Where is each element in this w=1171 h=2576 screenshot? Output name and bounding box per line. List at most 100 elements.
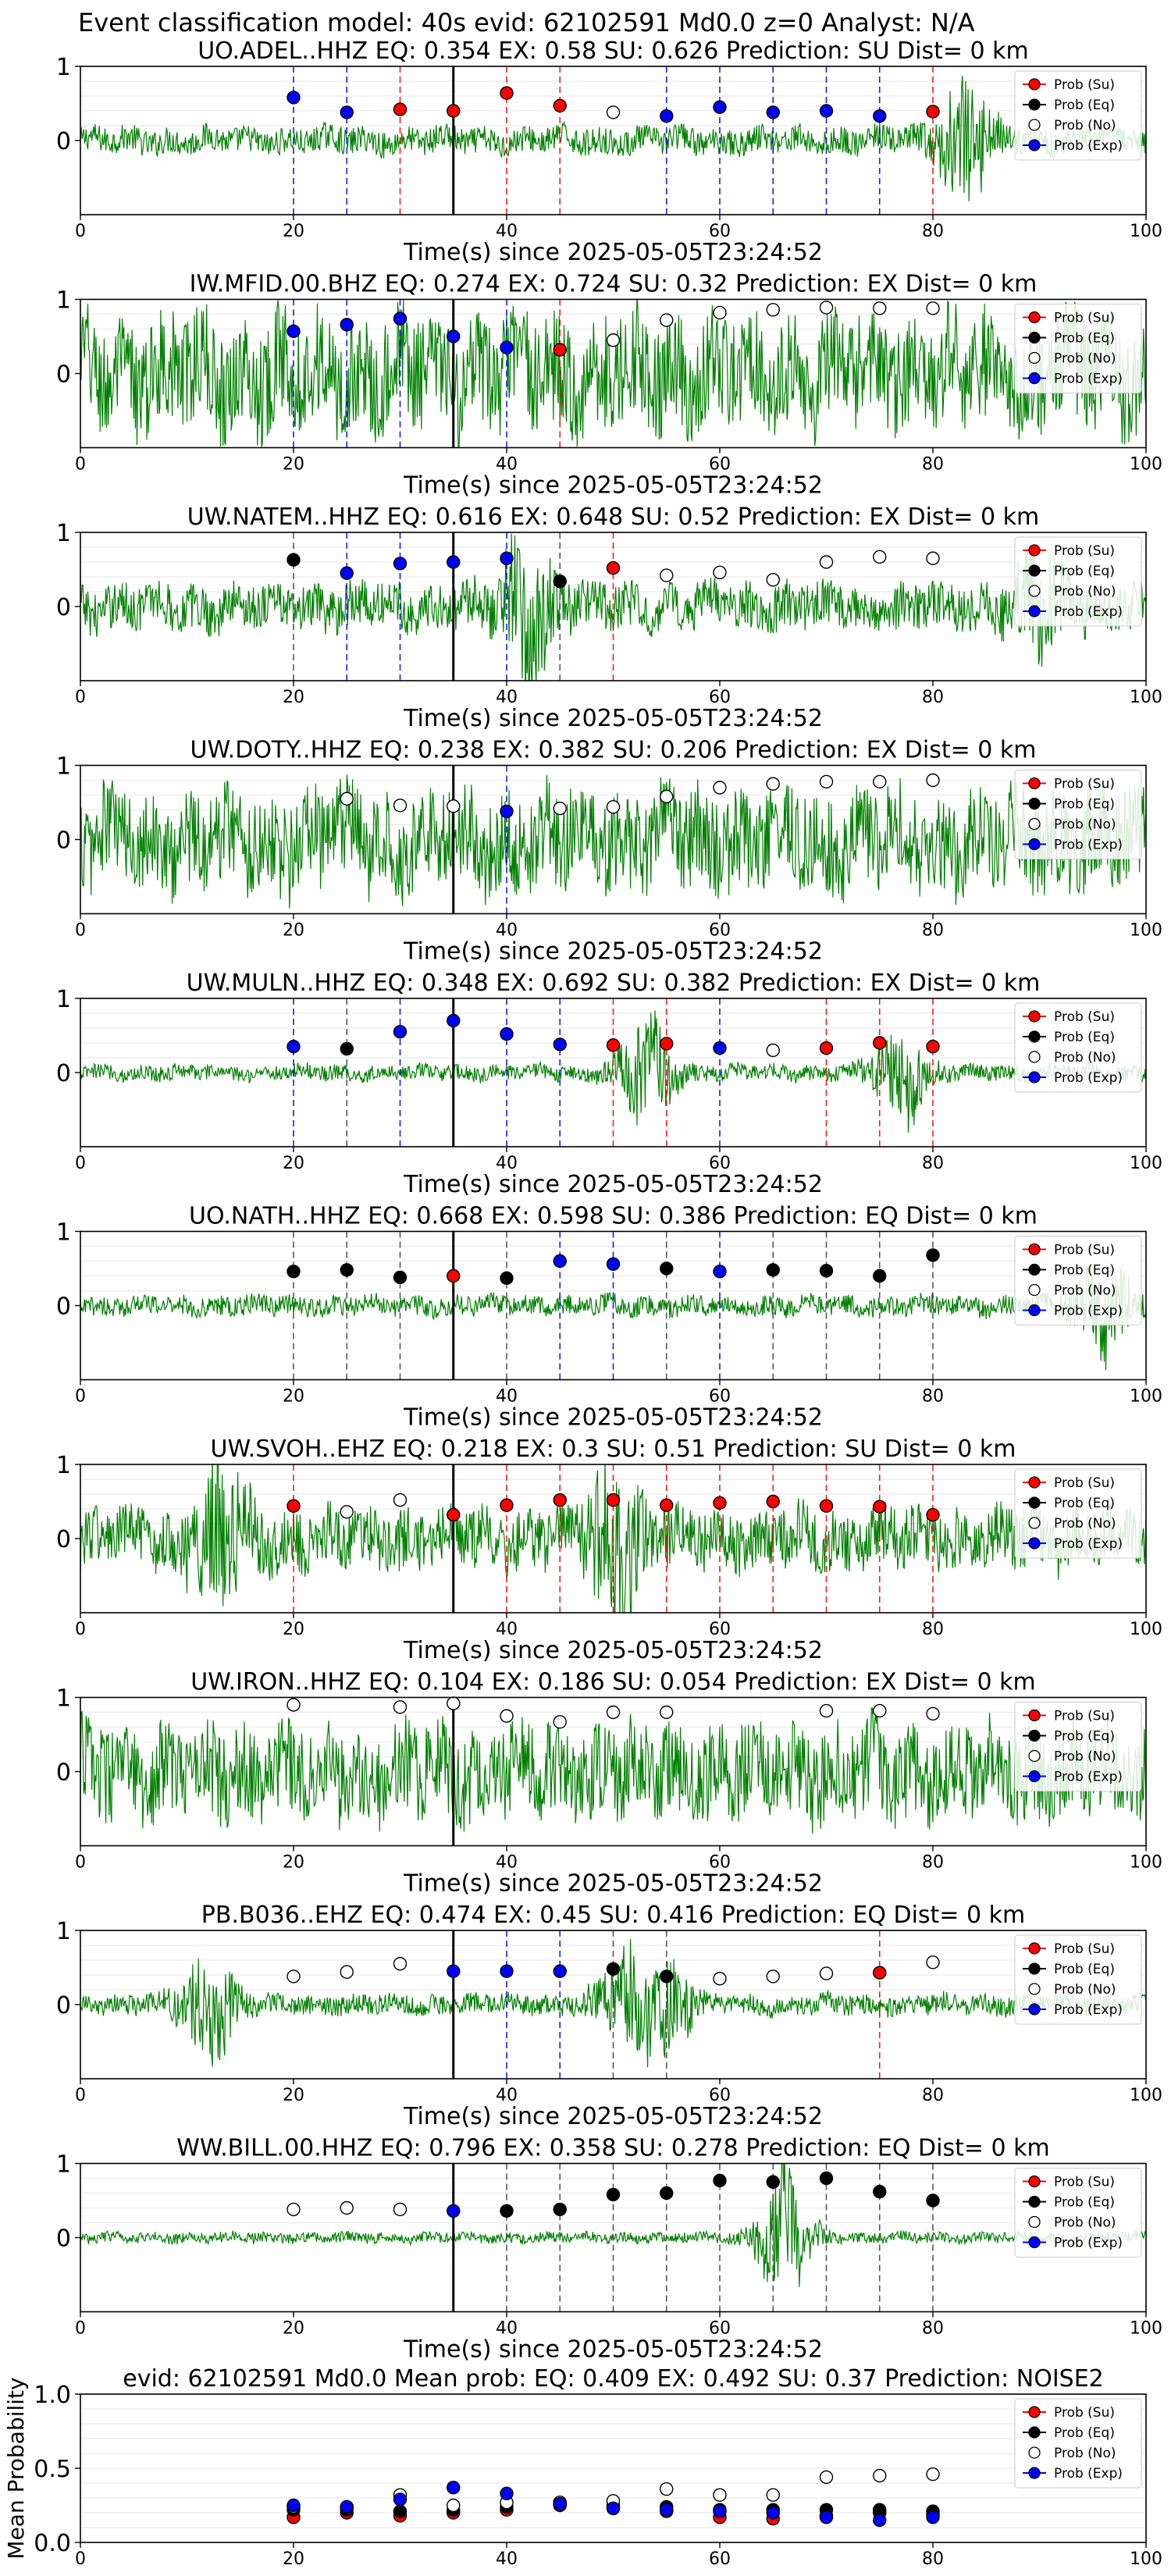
prob-point-eq xyxy=(500,2204,514,2218)
legend-marker-exp xyxy=(1028,2467,1041,2479)
mean-point-no xyxy=(660,2482,674,2496)
prob-point-no xyxy=(606,1705,621,1720)
prob-point-exp xyxy=(287,91,301,105)
mean-point-eq xyxy=(393,2504,408,2518)
legend-marker-su xyxy=(1028,2406,1041,2418)
prob-point-exp xyxy=(447,555,461,569)
y-tick-label: 1 xyxy=(56,520,71,547)
prob-point-no xyxy=(606,333,621,347)
prob-point-no xyxy=(926,551,940,565)
prob-point-no xyxy=(447,799,461,813)
prob-point-eq xyxy=(553,575,567,589)
x-tick-label: 0 xyxy=(75,921,86,941)
x-tick-label: 20 xyxy=(283,455,304,475)
prob-point-exp xyxy=(553,1037,567,1051)
prob-point-no xyxy=(873,550,887,564)
prob-point-exp xyxy=(766,105,780,119)
panel-2: UW.NATEM..HHZ EQ: 0.616 EX: 0.648 SU: 0.… xyxy=(56,503,1162,732)
x-tick-label: 80 xyxy=(922,455,944,475)
legend-label: Prob (Eq) xyxy=(1054,1729,1115,1745)
x-tick-label: 60 xyxy=(709,921,731,941)
x-tick-label: 80 xyxy=(922,222,944,241)
prob-point-exp xyxy=(606,1257,621,1272)
x-tick-label: 20 xyxy=(283,2549,304,2569)
prob-point-no xyxy=(713,565,727,579)
legend-marker-eq xyxy=(1028,1030,1041,1043)
prob-point-no xyxy=(819,1966,834,1980)
prob-point-su xyxy=(926,1040,940,1054)
legend-box xyxy=(1014,1934,1142,2025)
legend-marker-su xyxy=(1028,2175,1041,2188)
legend-label: Prob (Eq) xyxy=(1054,2425,1115,2441)
prob-point-no xyxy=(553,801,567,816)
legend: Prob (Su) Prob (Eq) Prob (No) Prob (Exp) xyxy=(1014,2398,1142,2489)
prob-point-no xyxy=(819,1703,834,1718)
x-tick-label: 20 xyxy=(283,921,304,941)
x-tick-label: 60 xyxy=(709,2319,731,2339)
legend-label: Prob (Su) xyxy=(1054,1243,1115,1258)
x-axis-label: Time(s) since 2025-05-05T23:24:52 xyxy=(403,2336,823,2364)
legend-marker-su xyxy=(1028,1243,1041,1256)
x-tick-label: 60 xyxy=(709,2549,731,2569)
prob-point-no xyxy=(393,2202,408,2217)
prob-point-no xyxy=(766,303,780,317)
legend-label: Prob (Exp) xyxy=(1054,1304,1123,1319)
prob-point-eq xyxy=(660,1261,674,1276)
legend-box xyxy=(1014,1002,1142,1093)
legend-label: Prob (Exp) xyxy=(1054,2002,1123,2018)
prob-point-exp xyxy=(660,109,674,123)
legend-label: Prob (Eq) xyxy=(1054,1962,1115,1977)
panel-title: UW.SVOH..EHZ EQ: 0.218 EX: 0.3 SU: 0.51 … xyxy=(210,1436,1016,1463)
mean-point-no xyxy=(873,2468,887,2483)
mean-point-exp xyxy=(553,2496,567,2511)
prob-point-no xyxy=(926,773,940,788)
panels: UO.ADEL..HHZ EQ: 0.354 EX: 0.58 SU: 0.62… xyxy=(3,37,1162,2569)
prob-point-eq xyxy=(606,1962,621,1976)
x-tick-label: 0 xyxy=(75,1620,86,1639)
legend-label: Prob (Eq) xyxy=(1054,1030,1115,1045)
prob-point-exp xyxy=(819,104,834,118)
prob-point-no xyxy=(660,1705,674,1720)
legend-marker-su xyxy=(1028,311,1041,324)
legend-marker-no xyxy=(1028,351,1041,365)
legend-label: Prob (No) xyxy=(1054,1749,1116,1765)
x-axis-label: Time(s) since 2025-05-05T23:24:52 xyxy=(403,705,823,732)
legend-box xyxy=(1014,2168,1142,2258)
mean-point-no xyxy=(713,2488,727,2502)
legend-marker-exp xyxy=(1028,605,1041,617)
prob-point-no xyxy=(873,301,887,315)
mean-point-exp xyxy=(766,2506,780,2520)
panel-title: evid: 62102591 Md0.0 Mean prob: EQ: 0.40… xyxy=(123,2365,1104,2393)
panel-1: IW.MFID.00.BHZ EQ: 0.274 EX: 0.724 SU: 0… xyxy=(56,271,1162,500)
prob-point-no xyxy=(553,1715,567,1729)
y-tick-label: 1 xyxy=(56,1918,71,1945)
legend-marker-eq xyxy=(1028,98,1041,111)
legend-label: Prob (Eq) xyxy=(1054,564,1115,579)
y-tick-label: 0 xyxy=(56,1060,71,1087)
legend-box xyxy=(1014,1702,1142,1791)
prob-point-exp xyxy=(500,1964,514,1978)
prob-point-su xyxy=(873,1500,887,1514)
prob-point-no xyxy=(660,789,674,804)
legend-label: Prob (No) xyxy=(1054,2446,1116,2461)
prob-point-exp xyxy=(340,566,354,580)
legend-label: Prob (Su) xyxy=(1054,311,1115,326)
legend-marker-eq xyxy=(1028,2195,1041,2208)
legend-marker-exp xyxy=(1028,1071,1041,1083)
prob-point-su xyxy=(606,1038,621,1052)
prob-point-no xyxy=(606,799,621,814)
y-tick-label: 0 xyxy=(56,1759,71,1787)
prob-point-exp xyxy=(393,311,408,326)
prob-point-su xyxy=(766,1494,780,1509)
prob-point-eq xyxy=(340,1041,354,1056)
panel-title: UW.MULN..HHZ EQ: 0.348 EX: 0.692 SU: 0.3… xyxy=(187,970,1041,997)
mean-point-no xyxy=(766,2488,780,2502)
y-tick-label: 0 xyxy=(56,2226,71,2253)
legend-label: Prob (Su) xyxy=(1054,1475,1115,1491)
panel-title: UW.DOTY..HHZ EQ: 0.238 EX: 0.382 SU: 0.2… xyxy=(190,737,1037,764)
legend-label: Prob (Exp) xyxy=(1054,838,1123,853)
prob-point-exp xyxy=(553,1964,567,1978)
prob-point-exp xyxy=(447,329,461,343)
prob-point-eq xyxy=(819,1264,834,1278)
prob-point-exp xyxy=(393,557,408,571)
